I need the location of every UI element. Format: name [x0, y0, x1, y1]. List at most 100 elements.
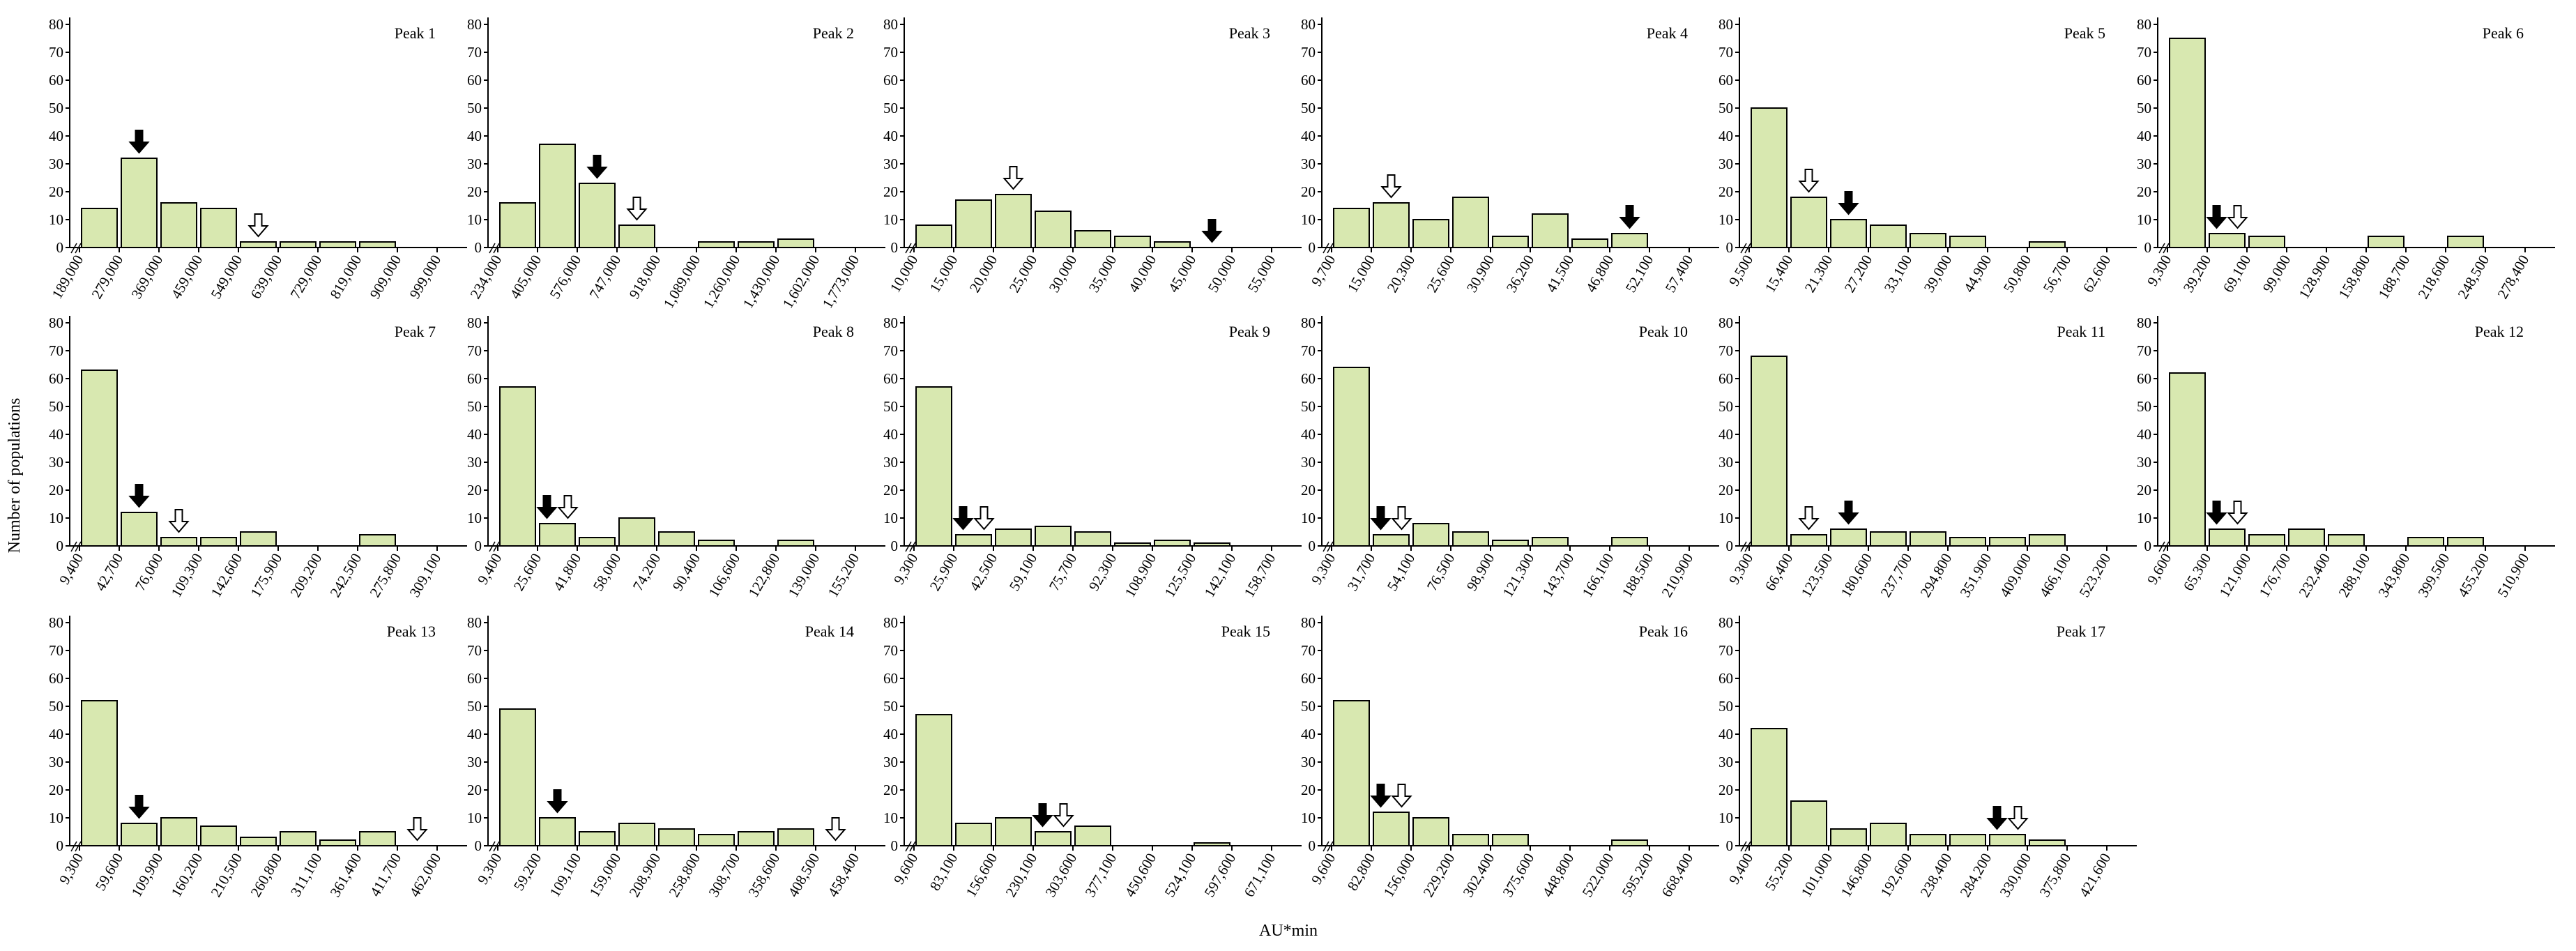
y-tick-label: 40 [467, 426, 482, 443]
bar [81, 208, 118, 248]
y-tick-label: 80 [1718, 314, 1733, 331]
y-tick-label: 30 [883, 754, 898, 770]
y-tick-label: 40 [1301, 128, 1316, 144]
axis-break-mark [1744, 841, 1751, 852]
y-tick-label: 50 [1301, 100, 1316, 116]
y-tick-label: 30 [467, 454, 482, 471]
bar [280, 241, 317, 248]
x-tick-label: 62,600 [2080, 252, 2114, 296]
x-tick-label: 639,000 [247, 252, 285, 302]
x-tick-label: 747,000 [586, 252, 624, 302]
panel-title: Peak 5 [2064, 24, 2105, 42]
axis-break-mark [493, 243, 500, 254]
bar [1074, 230, 1111, 248]
y-tick-label: 70 [2137, 44, 2151, 61]
panel-peak-11: 0 10 20 30 40 50 60 70 80 9,300 66,400 123,500 180,6… [1718, 314, 2137, 600]
solid-arrow-marker [1838, 501, 1859, 525]
bar [539, 144, 576, 248]
y-tick-label: 70 [883, 44, 898, 61]
y-tick-label: 10 [1718, 809, 1733, 826]
x-tick-label: 399,500 [2414, 551, 2453, 600]
bar [1532, 537, 1569, 547]
y-tick-label: 30 [49, 754, 63, 770]
x-tick-label: 999,000 [406, 252, 444, 302]
x-tick-label: 15,400 [1762, 252, 1797, 296]
y-tick-label: 50 [2137, 100, 2151, 116]
x-tick-label: 189,000 [48, 252, 86, 302]
solid-arrow-marker [2206, 501, 2227, 525]
x-tick-label: 218,600 [2414, 252, 2453, 302]
y-tick-label: 0 [1726, 239, 1734, 256]
x-tick-label: 30,900 [1463, 252, 1498, 296]
open-arrow-marker [406, 817, 428, 842]
y-tick-label: 60 [2137, 72, 2151, 89]
x-tick-label: 75,700 [1046, 551, 1081, 594]
bar [2029, 534, 2066, 547]
panel-title: Peak 3 [1229, 24, 1270, 42]
x-tick-label: 98,900 [1463, 551, 1498, 594]
bar [738, 831, 775, 846]
x-tick-label: 1,430,000 [740, 252, 784, 312]
y-tick-label: 0 [475, 837, 482, 854]
y-tick-label: 20 [1301, 482, 1316, 499]
bar [200, 826, 237, 846]
x-tick-label: 188,500 [1618, 551, 1656, 600]
x-tick-label: 597,600 [1201, 851, 1239, 900]
bar [1751, 107, 1788, 248]
bar [1194, 842, 1230, 846]
open-arrow-marker [2227, 205, 2248, 229]
y-tick-label: 0 [475, 239, 482, 256]
x-tick-label: 294,800 [1916, 551, 1955, 600]
panel-peak-2: 0 10 20 30 40 50 60 70 80 234,000 405,000 576,000 74… [466, 16, 885, 311]
bar [1114, 236, 1151, 248]
bar [777, 238, 814, 248]
y-tick-label: 60 [883, 370, 898, 387]
y-tick-label: 40 [49, 426, 63, 443]
x-tick-label: 229,200 [1419, 851, 1458, 900]
y-tick-label: 30 [1301, 155, 1316, 172]
axis-break-mark [909, 243, 916, 254]
y-tick-label: 10 [1301, 510, 1316, 526]
axis-break-mark [1744, 243, 1751, 254]
x-tick-label: 180,600 [1837, 551, 1875, 600]
y-tick-label: 60 [49, 370, 63, 387]
x-tick-label: 9,300 [890, 551, 921, 588]
x-tick-label: 455,200 [2454, 551, 2492, 600]
x-tick-label: 159,000 [586, 851, 624, 900]
y-tick-label: 40 [883, 426, 898, 443]
bar [1373, 534, 1410, 547]
bar [359, 831, 396, 846]
y-tick-label: 80 [467, 314, 482, 331]
panel-title: Peak 9 [1229, 323, 1270, 340]
y-tick-label: 10 [1301, 211, 1316, 228]
y-tick-label: 20 [2137, 482, 2151, 499]
y-tick-label: 10 [1718, 510, 1733, 526]
x-tick-label: 65,300 [2180, 551, 2215, 594]
x-tick-label: 405,000 [506, 252, 544, 302]
x-tick-label: 76,500 [1424, 551, 1458, 594]
y-tick-label: 70 [49, 642, 63, 659]
bar [2447, 236, 2484, 248]
y-tick-label: 60 [883, 670, 898, 687]
x-tick-label: 510,900 [2494, 551, 2532, 600]
bar [2288, 528, 2325, 547]
bar [2209, 233, 2246, 248]
open-arrow-marker [973, 506, 995, 531]
x-tick-label: 27,200 [1841, 252, 1876, 296]
x-tick-label: 238,400 [1916, 851, 1955, 900]
y-tick-label: 70 [467, 642, 482, 659]
bar [777, 828, 814, 846]
solid-arrow-marker [536, 495, 558, 519]
x-tick-label: 42,700 [92, 551, 127, 594]
x-tick-label: 55,000 [1244, 252, 1279, 296]
solid-arrow-marker [547, 789, 568, 814]
bar [1154, 241, 1191, 248]
bar [579, 537, 616, 547]
x-tick-label: 408,500 [784, 851, 823, 900]
bar [539, 817, 576, 846]
y-tick-label: 40 [467, 128, 482, 144]
solid-arrow-marker [952, 506, 974, 531]
x-tick-label: 176,700 [2255, 551, 2294, 600]
bar [1333, 367, 1370, 547]
